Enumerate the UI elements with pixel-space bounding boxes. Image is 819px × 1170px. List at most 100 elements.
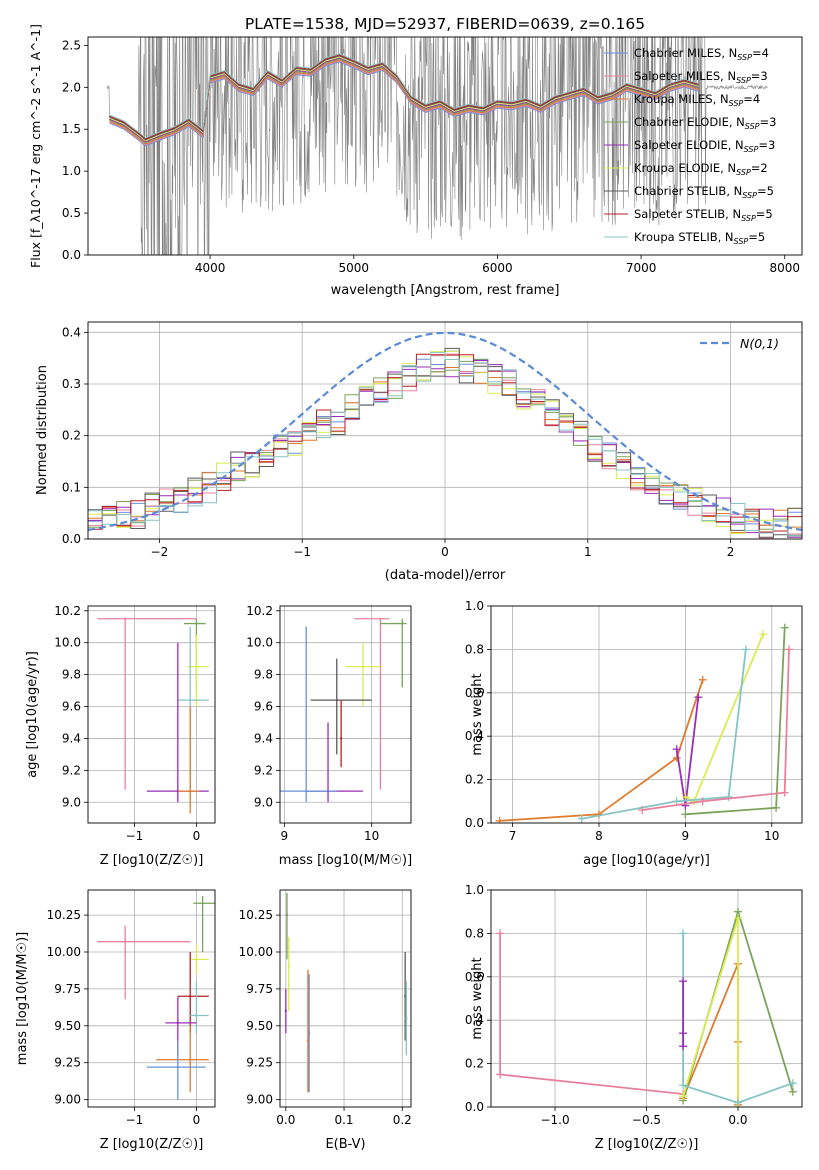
legend-base: Kroupa STELIB, N xyxy=(634,230,734,244)
weight-plot xyxy=(496,907,797,1107)
x-axis-label: mass [log10(M/M☉)] xyxy=(279,853,412,868)
axes-frame xyxy=(87,36,803,256)
x-tick-label: 8000 xyxy=(769,261,800,275)
normal-curve xyxy=(88,331,802,531)
y-tick-label: 9.2 xyxy=(62,763,81,777)
y-tick-label: 9.0 xyxy=(62,795,81,809)
y-tick-label: 0.2 xyxy=(465,773,484,787)
data-point xyxy=(201,902,204,905)
errorbar-plot xyxy=(97,895,215,1100)
data-point xyxy=(189,1058,192,1061)
x-tick-label: 9 xyxy=(682,829,690,843)
data-point xyxy=(401,622,404,625)
y-axis-label: mass weight xyxy=(470,957,485,1039)
x-tick-label: 6000 xyxy=(482,261,513,275)
y-tick-label: 0.0 xyxy=(465,816,484,830)
y-tick-label: 2.0 xyxy=(62,80,81,94)
x-tick-label: −1 xyxy=(293,545,311,559)
y-tick-label: 0.2 xyxy=(465,1057,484,1071)
y-tick-label: 9.25 xyxy=(54,1056,81,1070)
model-curve-4 xyxy=(109,58,699,144)
y-tick-label: 9.8 xyxy=(254,668,273,682)
y-tick-label: 0.4 xyxy=(62,325,81,339)
errorbar-plot xyxy=(284,892,408,1093)
x-axis-label: wavelength [Angstrom, rest frame] xyxy=(331,283,560,298)
weight-series-3 xyxy=(684,633,764,803)
y-tick-label: 1.0 xyxy=(465,599,484,613)
legend-entry: N(0,1) xyxy=(740,336,779,351)
y-tick-label: 9.8 xyxy=(62,668,81,682)
y-tick-label: 0.8 xyxy=(465,926,484,940)
y-tick-label: 0.6 xyxy=(465,686,484,700)
y-tick-label: 2.5 xyxy=(62,38,81,52)
legend-base: Kroupa MILES, N xyxy=(634,92,729,106)
model-curve-3 xyxy=(109,59,699,145)
model-curve-7 xyxy=(109,55,699,141)
y-tick-label: 0.4 xyxy=(465,729,484,743)
histogram-plot xyxy=(88,331,802,539)
legend-suffix: =3 xyxy=(760,115,777,129)
plot-content xyxy=(88,37,802,1107)
x-tick-label: −1.0 xyxy=(540,1113,569,1127)
x-tick-label: 1 xyxy=(584,545,592,559)
weight-plot xyxy=(495,623,794,823)
axes-frame xyxy=(87,889,216,1108)
errorbar-plot xyxy=(97,617,209,814)
data-point xyxy=(189,995,192,998)
x-axis-label: age [log10(age/yr)] xyxy=(583,853,710,868)
y-tick-label: 9.75 xyxy=(246,982,273,996)
y-tick-label: 0.0 xyxy=(62,248,81,262)
data-point xyxy=(176,1021,180,1025)
figure-title: PLATE=1538, MJD=52937, FIBERID=0639, z=0… xyxy=(245,15,645,33)
model-curve-2 xyxy=(109,60,699,146)
data-point xyxy=(335,698,338,702)
y-tick-label: 9.6 xyxy=(254,700,273,714)
errorbar-plot xyxy=(280,617,407,803)
data-point xyxy=(405,1017,408,1020)
legend-base: Chabrier MILES, N xyxy=(634,46,737,60)
legend-base: Salpeter ELODIE, N xyxy=(634,138,744,152)
data-point xyxy=(285,913,289,917)
legend-suffix: =5 xyxy=(756,207,773,221)
x-tick-label: 0.1 xyxy=(334,1113,353,1127)
x-axis-label: Z [log10(Z/Z☉)] xyxy=(595,1137,699,1152)
data-point xyxy=(287,965,290,968)
x-tick-label: 4000 xyxy=(195,261,226,275)
x-tick-label: 7000 xyxy=(626,261,657,275)
legend-suffix: =3 xyxy=(758,138,775,152)
x-tick-label: −1 xyxy=(126,829,144,843)
legend-sub: SSP xyxy=(741,214,756,223)
legend-entry: Salpeter ELODIE, NSSP=3 xyxy=(634,138,775,154)
legend-base: Chabrier STELIB, N xyxy=(634,184,742,198)
weight-series-2 xyxy=(682,963,739,1105)
axes-frame xyxy=(279,605,412,824)
y-tick-label: 10.0 xyxy=(54,636,81,650)
y-tick-label: 0.6 xyxy=(465,970,484,984)
axes-frame xyxy=(87,321,803,540)
data-point xyxy=(189,789,192,793)
y-tick-label: 0.3 xyxy=(62,377,81,391)
data-point xyxy=(123,617,127,620)
data-point xyxy=(339,737,343,740)
x-tick-label: 0 xyxy=(441,545,449,559)
x-tick-label: 0.0 xyxy=(728,1113,747,1127)
weight-series-6 xyxy=(642,649,790,811)
weight-series-2 xyxy=(675,696,700,806)
histogram-series-9 xyxy=(88,352,802,536)
data-point xyxy=(195,622,198,625)
y-tick-label: 9.4 xyxy=(254,731,273,745)
x-axis-label: Z [log10(Z/Z☉)] xyxy=(100,1137,204,1152)
legend-sub: SSP xyxy=(744,145,759,154)
y-tick-label: 0.2 xyxy=(62,429,81,443)
y-tick-label: 9.25 xyxy=(246,1056,273,1070)
data-point xyxy=(195,958,198,961)
model-curve-1 xyxy=(109,61,699,147)
legend-base: Salpeter STELIB, N xyxy=(634,207,741,221)
y-tick-label: 10.00 xyxy=(47,945,81,959)
legend-sub: SSP xyxy=(734,237,749,246)
legend-sub: SSP xyxy=(729,99,744,108)
legend-suffix: =4 xyxy=(743,92,760,106)
axes-frame xyxy=(87,605,216,824)
x-tick-label: 5000 xyxy=(339,261,370,275)
y-tick-label: 1.5 xyxy=(62,122,81,136)
